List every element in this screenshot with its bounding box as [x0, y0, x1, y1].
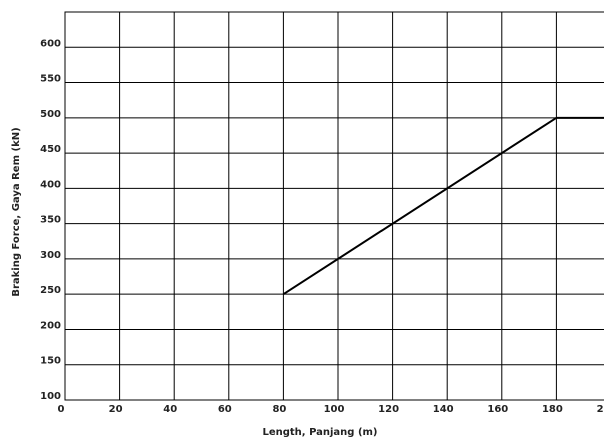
- y-tick-label: 350: [40, 215, 61, 226]
- y-tick-label: 150: [40, 356, 61, 367]
- y-tick-label: 500: [40, 109, 61, 120]
- x-tick-label: 80: [272, 404, 286, 415]
- y-tick-label: 200: [40, 320, 61, 331]
- plot-area: [65, 12, 604, 400]
- x-tick-label: 200: [597, 404, 604, 415]
- y-tick-label: 450: [40, 144, 61, 155]
- x-axis-label: Length, Panjang (m): [262, 427, 377, 438]
- x-tick-label: 140: [433, 404, 454, 415]
- x-tick-label: 180: [542, 404, 563, 415]
- y-tick-label: 550: [40, 74, 61, 85]
- y-tick-label: 300: [40, 250, 61, 261]
- x-tick-label: 40: [163, 404, 177, 415]
- y-tick-label: 600: [40, 38, 61, 49]
- chart: Length, Panjang (m) Braking Force, Gaya …: [0, 0, 604, 439]
- y-tick-label: 250: [40, 285, 61, 296]
- x-tick-label: 120: [378, 404, 399, 415]
- x-tick-label: 60: [218, 404, 232, 415]
- x-tick-label: 20: [109, 404, 123, 415]
- y-tick-label: 100: [40, 391, 61, 402]
- x-tick-label: 160: [487, 404, 508, 415]
- x-tick-label: 100: [324, 404, 345, 415]
- y-tick-label: 400: [40, 179, 61, 190]
- x-tick-label: 0: [58, 404, 65, 415]
- y-axis-label: Braking Force, Gaya Rem (kN): [11, 127, 22, 296]
